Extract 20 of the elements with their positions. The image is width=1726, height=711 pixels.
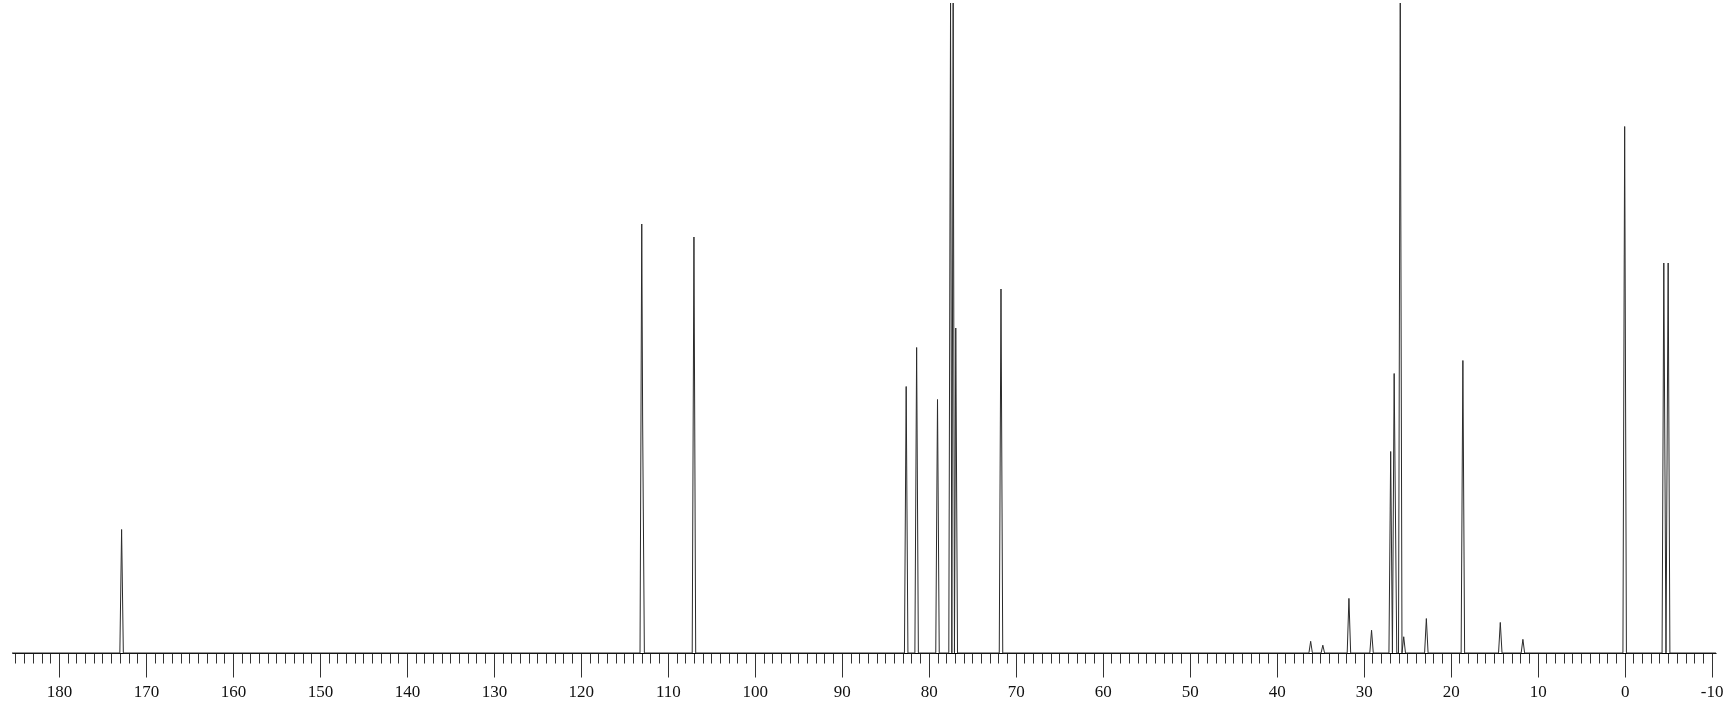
x-tick-label: 140: [394, 681, 421, 701]
x-tick-label: 50: [1181, 681, 1199, 701]
x-tick-label: 30: [1355, 681, 1373, 701]
x-tick-label: 160: [220, 681, 247, 701]
x-tick-label: 100: [742, 681, 769, 701]
x-tick-label: 20: [1442, 681, 1460, 701]
x-tick-label: 60: [1094, 681, 1112, 701]
x-tick-label: 10: [1529, 681, 1547, 701]
x-tick-label: 170: [133, 681, 160, 701]
x-tick-label: 130: [481, 681, 508, 701]
x-tick-label: 180: [46, 681, 73, 701]
x-tick-label: 0: [1620, 681, 1630, 701]
x-tick-label: 110: [655, 681, 681, 701]
x-tick-label: -10: [1700, 681, 1724, 701]
x-tick-label: 150: [307, 681, 334, 701]
x-tick-label: 80: [920, 681, 938, 701]
x-tick-label: 70: [1007, 681, 1025, 701]
x-tick-label: 120: [568, 681, 595, 701]
x-tick-label: 90: [833, 681, 851, 701]
x-tick-label: 40: [1268, 681, 1286, 701]
